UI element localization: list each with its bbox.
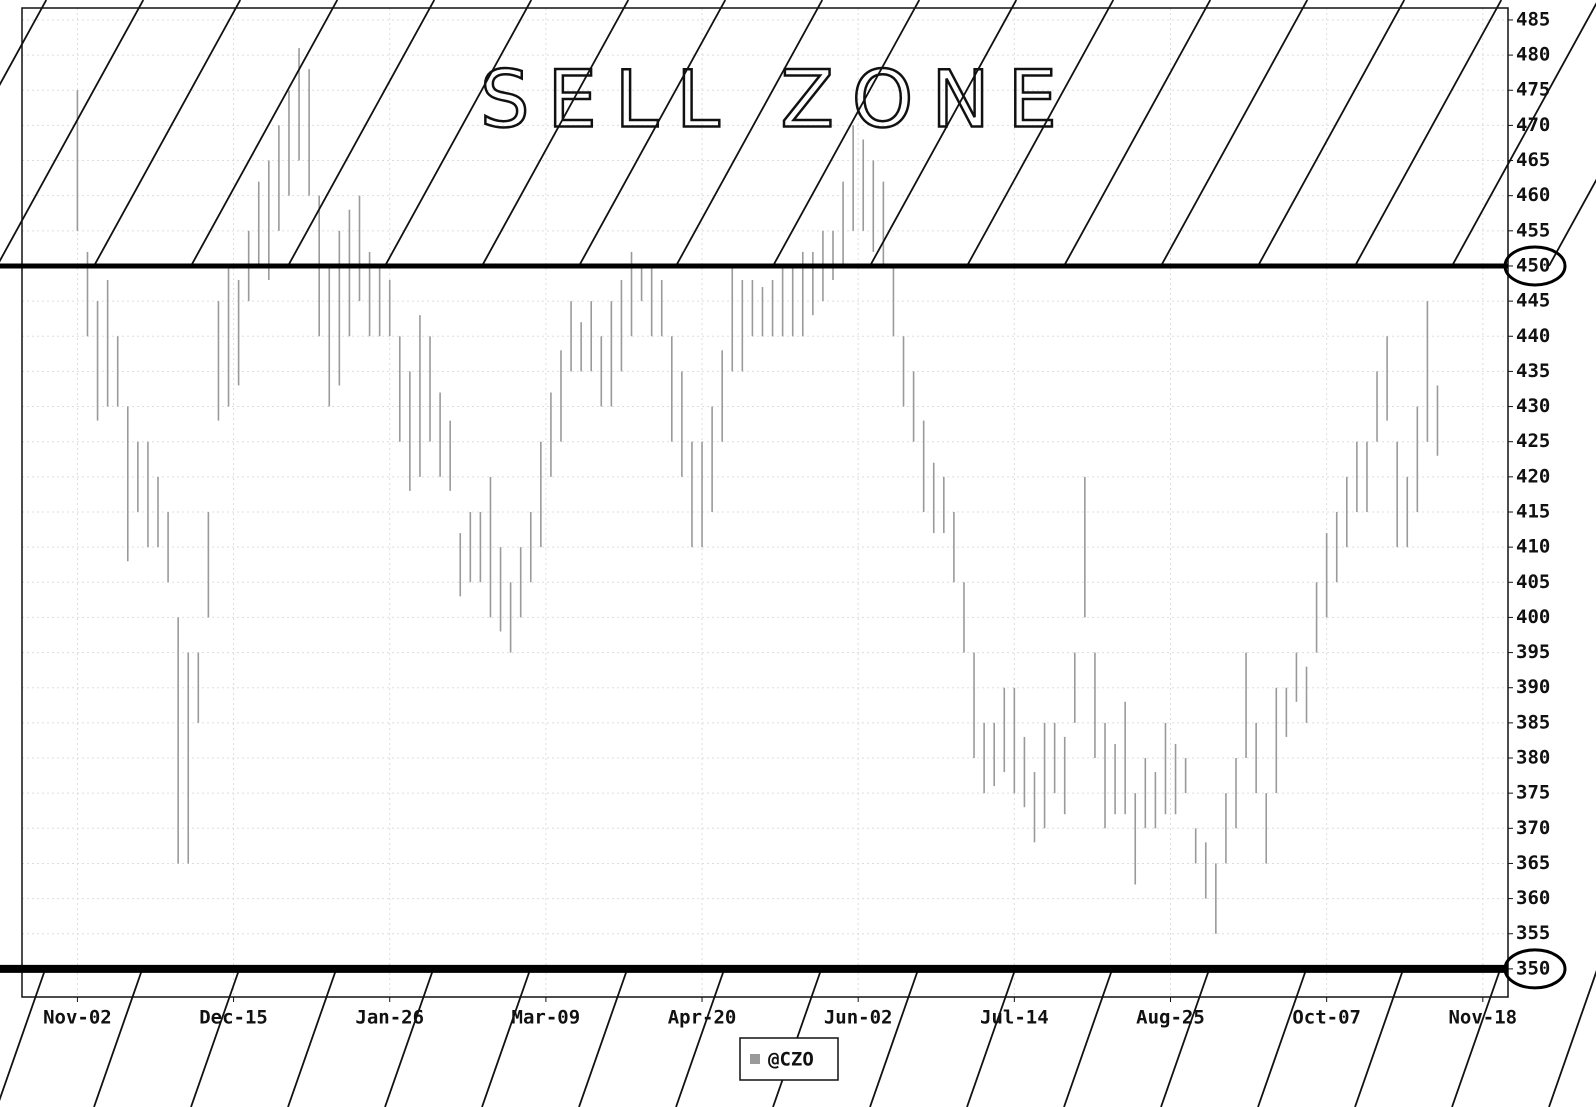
legend-label: @CZO [768, 1049, 814, 1071]
hatch-line [675, 0, 824, 267]
hatch-line [190, 968, 241, 1107]
hatch-line [966, 968, 1017, 1107]
hatch-line [384, 0, 533, 267]
legend-swatch [750, 1054, 760, 1064]
hatch-line [93, 0, 242, 267]
x-tick-label: Aug-25 [1136, 1007, 1205, 1029]
y-tick-label: 360 [1516, 887, 1550, 909]
y-tick-label: 400 [1516, 606, 1550, 628]
y-tick-label: 450 [1516, 254, 1550, 276]
plot-frame [21, 7, 1509, 998]
hatch-line [1354, 0, 1503, 267]
hatch-line [1063, 968, 1114, 1107]
hatch-line [287, 0, 436, 267]
x-tick-label: Jun-02 [824, 1007, 893, 1029]
hatch-line [481, 0, 630, 267]
hatch-line [0, 0, 48, 87]
y-tick-label: 470 [1516, 114, 1550, 136]
hatch-line [1160, 0, 1309, 267]
grid [22, 8, 1508, 997]
hatch-line [481, 968, 532, 1107]
hatch-line [384, 968, 435, 1107]
y-tick-label: 460 [1516, 184, 1550, 206]
y-tick-label: 455 [1516, 219, 1550, 241]
hatch-line [1063, 0, 1212, 267]
y-tick-label: 380 [1516, 747, 1550, 769]
hatch-line [869, 0, 1018, 267]
y-tick-label: 355 [1516, 922, 1550, 944]
hatch-line [1548, 178, 1596, 267]
x-tick-label: Apr-20 [668, 1007, 737, 1029]
hatch-line [675, 968, 726, 1107]
x-tick-label: Nov-18 [1448, 1007, 1517, 1029]
hatch-line [1257, 0, 1406, 267]
y-tick-label: 440 [1516, 325, 1550, 347]
y-tick-label: 395 [1516, 641, 1550, 663]
y-tick-label: 410 [1516, 536, 1550, 558]
hatch-line [966, 0, 1115, 267]
y-tick-label: 390 [1516, 676, 1550, 698]
x-tick-label: Jan-26 [355, 1007, 424, 1029]
y-tick-label: 435 [1516, 360, 1550, 382]
x-tick-label: Nov-02 [43, 1007, 112, 1029]
y-tick-label: 475 [1516, 79, 1550, 101]
hatch-line [578, 968, 629, 1107]
level-circle [1503, 245, 1567, 287]
y-tick-label: 445 [1516, 290, 1550, 312]
y-tick-label: 420 [1516, 465, 1550, 487]
x-tick-label: Mar-09 [512, 1007, 581, 1029]
y-tick-label: 465 [1516, 149, 1550, 171]
y-tick-label: 375 [1516, 782, 1550, 804]
hatch-line [1451, 968, 1502, 1107]
y-tick-label: 480 [1516, 44, 1550, 66]
price-bars [76, 48, 1439, 934]
x-tick-label: Jul-14 [980, 1007, 1049, 1029]
y-tick-label: 405 [1516, 571, 1550, 593]
y-tick-label: 485 [1516, 8, 1550, 30]
hatch-line [1354, 968, 1405, 1107]
hatch-line [1257, 968, 1308, 1107]
y-tick-label: 430 [1516, 395, 1550, 417]
y-tick-label: 415 [1516, 500, 1550, 522]
hatch-line [772, 0, 921, 267]
x-tick-label: Dec-15 [199, 1007, 268, 1029]
y-tick-label: 370 [1516, 817, 1550, 839]
hatch-line [1451, 2, 1596, 267]
level-circle [1503, 948, 1567, 990]
y-tick-label: 350 [1516, 957, 1550, 979]
hatch-line [578, 0, 727, 267]
hatch-line [1548, 969, 1596, 1107]
y-tick-label: 425 [1516, 430, 1550, 452]
annotation: SELL ZONE [480, 55, 1075, 145]
hatch-line [869, 968, 920, 1107]
y-tick-label: 365 [1516, 852, 1550, 874]
hatch-line [190, 0, 339, 267]
hatch-line [93, 968, 144, 1107]
y-tick-label: 385 [1516, 711, 1550, 733]
hatch-line [287, 968, 338, 1107]
hatch-line [0, 968, 47, 1102]
x-tick-label: Oct-07 [1292, 1007, 1361, 1029]
hatch-line [1160, 968, 1211, 1107]
